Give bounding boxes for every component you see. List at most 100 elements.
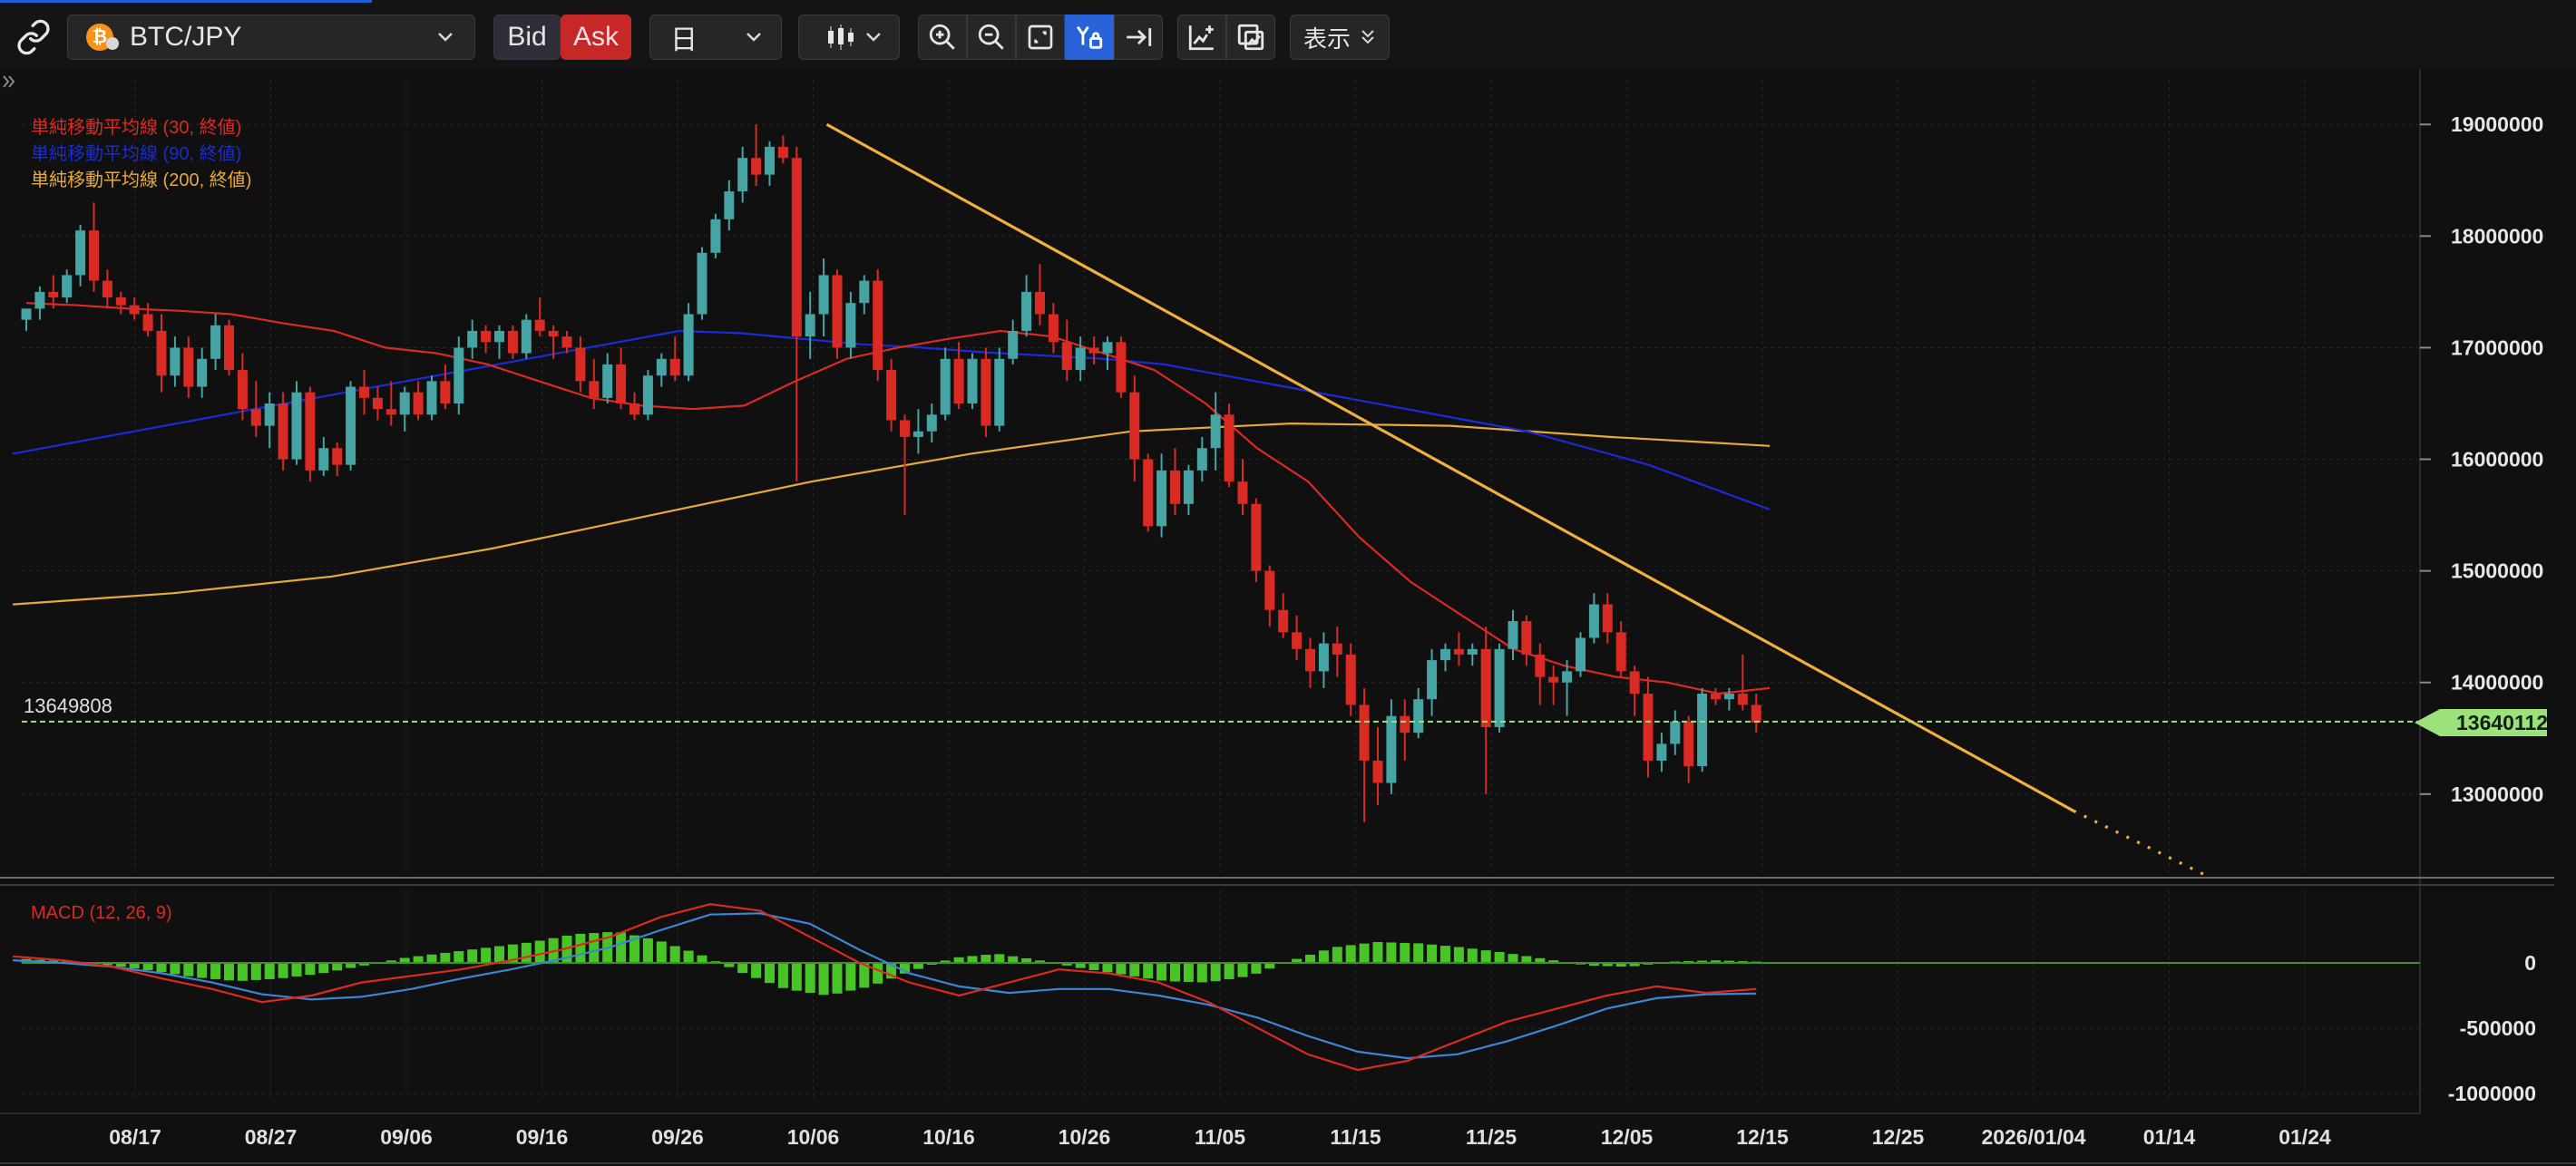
macd-histogram-bar <box>724 963 735 967</box>
candles[interactable] <box>21 124 1761 822</box>
price-axis-labels: 19000000 18000000 17000000 16000000 15000000… <box>2420 112 2543 806</box>
ask-button[interactable]: Ask <box>561 15 631 60</box>
macd-histogram-bar <box>1521 956 1532 963</box>
y-axis-lock-button[interactable] <box>1065 15 1114 60</box>
macd-histogram-bar <box>900 963 910 974</box>
candle-body <box>170 347 181 376</box>
time-axis-label: 10/16 <box>922 1125 975 1149</box>
candle-body <box>561 336 572 348</box>
symbol-label: BTC/JPY <box>130 22 242 52</box>
time-axis-label: 11/15 <box>1330 1125 1381 1149</box>
price-axis-label: 15000000 <box>2451 559 2543 583</box>
candle-body <box>210 325 221 359</box>
candle-body <box>1723 694 1734 700</box>
candle-body <box>507 330 518 354</box>
add-indicator-button[interactable] <box>1177 15 1226 60</box>
display-label: 表示 <box>1303 24 1351 53</box>
candle-body <box>250 409 261 426</box>
candle-body <box>548 330 559 337</box>
macd-histogram-bar <box>1372 942 1383 963</box>
candle-body <box>1508 621 1518 649</box>
macd-histogram-bar <box>845 963 856 991</box>
candle-body <box>521 319 532 354</box>
macd-histogram-bar <box>1251 963 1262 974</box>
macd-histogram-bar <box>981 955 991 963</box>
candle-body <box>1156 470 1167 527</box>
link-icon[interactable] <box>13 16 54 58</box>
fit-screen-icon <box>1028 24 1053 50</box>
candle-body <box>359 386 369 398</box>
macd-histogram-bar <box>1386 942 1397 963</box>
chart-area[interactable]: 13649808 13640112 19000000 18000000 170000… <box>0 69 2576 1166</box>
chart-type-selector[interactable] <box>798 15 900 60</box>
macd-histogram-bar <box>250 963 261 980</box>
zoom-out-button[interactable] <box>967 15 1016 60</box>
display-menu-button[interactable]: 表示 <box>1290 15 1390 60</box>
candle-body <box>1535 654 1546 677</box>
chevron-down-icon <box>745 28 763 46</box>
macd-histogram-bar <box>1440 946 1450 963</box>
macd-histogram-bar <box>575 933 586 963</box>
candle-body <box>683 314 694 376</box>
double-chevron-down-icon <box>1360 28 1376 46</box>
candle-body <box>845 303 856 348</box>
ma200-series <box>13 422 1771 606</box>
candle-body <box>886 370 897 421</box>
macd-histogram-bar <box>142 963 153 970</box>
candle-body <box>589 381 600 398</box>
bid-button[interactable]: Bid <box>493 15 561 60</box>
price-axis <box>2420 69 2576 1166</box>
candle-body <box>940 358 951 415</box>
macd-histogram-bar <box>629 935 639 963</box>
macd-histogram-bar <box>210 963 221 979</box>
macd-histogram-bar <box>818 963 829 996</box>
candle-body <box>129 305 140 315</box>
time-axis[interactable]: 08/17 08/27 09/06 09/16 09/26 10/06 10/16 10/26… <box>0 1113 2420 1149</box>
macd-histogram-bar <box>399 957 410 963</box>
draw-tools-icon <box>1237 24 1264 51</box>
legend-ma30[interactable]: 単純移動平均線 (30, 終値) <box>31 117 241 138</box>
macd-histogram-bar <box>1035 960 1045 963</box>
candle-body <box>1008 330 1019 359</box>
candle-body <box>1048 314 1059 343</box>
macd-histogram-bar <box>683 950 694 963</box>
macd-histogram-bar <box>1535 957 1546 963</box>
candle-body <box>669 358 680 376</box>
price-axis-label: 14000000 <box>2451 671 2543 695</box>
macd-histogram-bar <box>1088 963 1099 970</box>
scroll-to-end-button[interactable] <box>1114 15 1163 60</box>
macd-histogram-bar <box>1075 963 1086 968</box>
macd-histogram-bar <box>1021 957 1032 963</box>
zoom-in-button[interactable] <box>918 15 967 60</box>
candle-body <box>751 158 762 175</box>
legend-ma90[interactable]: 単純移動平均線 (90, 終値) <box>31 143 241 164</box>
candle-body <box>697 252 707 315</box>
macd-histogram-bar <box>521 942 532 963</box>
legend-ma200[interactable]: 単純移動平均線 (200, 終値) <box>31 170 251 190</box>
draw-tools-button[interactable] <box>1226 15 1275 60</box>
candle-body <box>656 358 667 376</box>
candle-body <box>1143 459 1154 527</box>
fit-screen-button[interactable] <box>1016 15 1065 60</box>
collapse-left-icon[interactable] <box>3 75 15 88</box>
progress-accent-line <box>0 0 372 3</box>
macd-histogram-bar <box>1588 963 1599 967</box>
timeframe-selector[interactable]: 日 <box>649 15 782 60</box>
candle-body <box>981 358 991 426</box>
macd-histogram-bar <box>1061 963 1072 966</box>
ma30-series <box>25 302 1771 695</box>
macd-histogram-bar <box>1615 963 1626 967</box>
candle-body <box>777 146 788 159</box>
legend-macd[interactable]: MACD (12, 26, 9) <box>31 903 172 923</box>
macd-series <box>13 903 1757 1072</box>
candle-body <box>237 370 248 410</box>
candle-body <box>197 358 208 387</box>
macd-histogram-bar <box>481 947 492 963</box>
candle-body <box>1427 660 1438 700</box>
macd-histogram-bar <box>616 932 627 963</box>
trendline[interactable] <box>825 122 2212 879</box>
trendline-solid <box>825 122 2074 812</box>
candle-body <box>1751 704 1761 724</box>
symbol-selector[interactable]: ₿ BTC/JPY <box>67 15 475 60</box>
candle-body <box>1629 671 1640 695</box>
